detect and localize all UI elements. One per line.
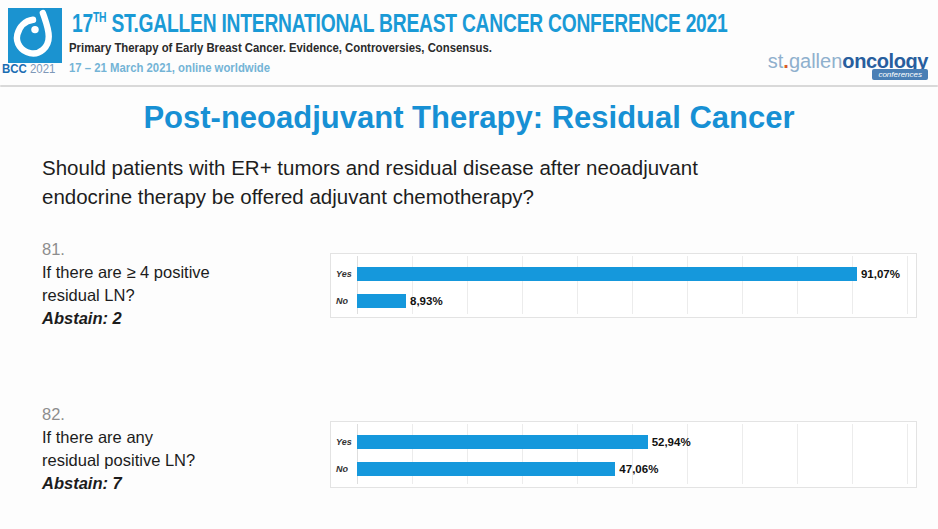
conference-dates: 17 – 21 March 2021, online worldwide [69,60,270,75]
bar-no [357,294,406,308]
org-logo-st: st [768,50,784,72]
water-drop-icon [8,8,62,63]
bcc-label: BCC [2,61,27,76]
plot-area: 47,06% [357,462,906,476]
chart-row-no: No 8,93% [331,294,916,308]
poll-82-abstain: Abstain: 7 [42,472,195,495]
category-label-no: No [331,296,357,306]
org-logo-gallen: gallen [789,50,842,72]
poll-81-text: 81. If there are ≥ 4 positive residual L… [42,238,210,330]
plot-area: 8,93% [357,294,906,308]
value-label-no: 47,06% [619,463,658,475]
poll-82-question-line2: residual positive LN? [42,449,195,472]
poll-82-question-line1: If there are any [42,426,195,449]
slide-root: BCC 2021 17TH ST.GALLEN INTERNATIONAL BR… [0,0,938,529]
category-label-no: No [331,464,357,474]
slide-question-line1: Should patients with ER+ tumors and resi… [42,156,698,179]
poll-82-chart: Yes 52,94% No 47,06% [330,421,917,488]
conference-subtitle: Primary Therapy of Early Breast Cancer. … [69,40,492,55]
poll-82-text: 82. If there are any residual positive L… [42,403,195,495]
chart-row-yes: Yes 52,94% [331,435,916,449]
slide-title: Post-neoadjuvant Therapy: Residual Cance… [0,100,938,136]
org-logo-conferences-badge: conferences [872,69,928,80]
slide-question: Should patients with ER+ tumors and resi… [42,153,698,211]
bar-yes [357,267,857,281]
chart-rows: Yes 52,94% No 47,06% [331,422,916,476]
chart-row-no: No 47,06% [331,462,916,476]
value-label-yes: 91,07% [861,268,900,280]
poll-81-question-line2: residual LN? [42,284,210,307]
bar-yes [357,435,648,449]
stgallen-oncology-logo: st.gallenoncology conferences [768,50,928,73]
poll-82-number: 82. [42,403,195,426]
value-label-no: 8,93% [410,295,443,307]
plot-area: 52,94% [357,435,906,449]
conference-title-text: ST.GALLEN INTERNATIONAL BREAST CANCER CO… [106,8,727,38]
category-label-yes: Yes [331,269,357,279]
chart-row-yes: Yes 91,07% [331,267,916,281]
bcc-year: 2021 [30,61,55,76]
poll-81-chart: Yes 91,07% No 8,93% [330,253,917,318]
bcc-logo-caption: BCC 2021 [2,61,55,76]
conference-title: 17TH ST.GALLEN INTERNATIONAL BREAST CANC… [72,8,728,39]
poll-81-number: 81. [42,238,210,261]
bcc-logo [8,8,62,63]
poll-81-question-line1: If there are ≥ 4 positive [42,261,210,284]
poll-81-abstain: Abstain: 2 [42,307,210,330]
value-label-yes: 52,94% [652,436,691,448]
category-label-yes: Yes [331,437,357,447]
conference-title-number: 17 [72,8,93,38]
chart-rows: Yes 91,07% No 8,93% [331,254,916,308]
header-divider [0,85,938,87]
bar-no [357,462,615,476]
conference-title-ordinal: TH [93,9,106,25]
slide-question-line2: endocrine therapy be offered adjuvant ch… [42,185,534,208]
plot-area: 91,07% [357,267,906,281]
